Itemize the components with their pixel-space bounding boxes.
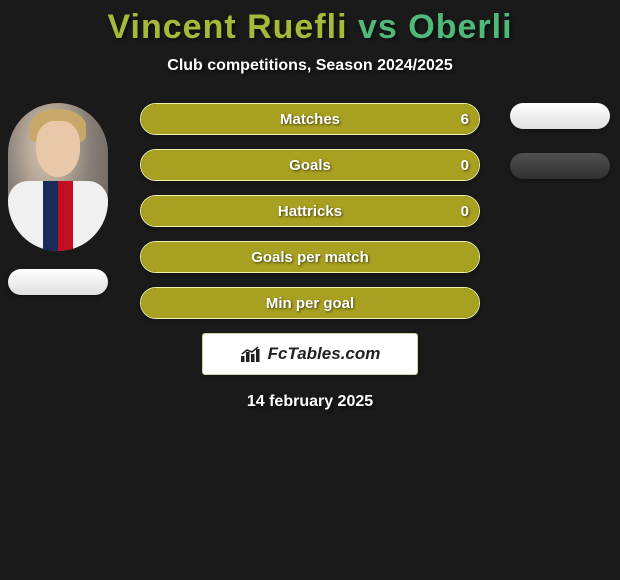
player1-badge xyxy=(8,269,108,295)
stat-bar-value-right: 6 xyxy=(461,104,469,134)
stat-bar-label: Hattricks xyxy=(141,196,479,226)
vs-text: vs xyxy=(348,8,409,46)
player2-badge-1 xyxy=(510,103,610,129)
comparison-content: Matches6Goals0Hattricks0Goals per matchM… xyxy=(0,103,620,411)
stat-bar-label: Goals per match xyxy=(141,242,479,272)
stat-bar: Goals per match xyxy=(140,241,480,273)
stat-bar-label: Min per goal xyxy=(141,288,479,318)
comparison-title: Vincent Ruefli vs Oberli xyxy=(0,0,620,47)
stat-bar: Goals0 xyxy=(140,149,480,181)
brand-chart-icon xyxy=(240,345,262,363)
stat-bar-label: Matches xyxy=(141,104,479,134)
stat-bar: Hattricks0 xyxy=(140,195,480,227)
stat-bar-value-right: 0 xyxy=(461,150,469,180)
stat-bar: Matches6 xyxy=(140,103,480,135)
stat-bars: Matches6Goals0Hattricks0Goals per matchM… xyxy=(140,103,480,319)
player2-column xyxy=(510,103,610,179)
subtitle: Club competitions, Season 2024/2025 xyxy=(0,57,620,75)
date-text: 14 february 2025 xyxy=(0,393,620,411)
stat-bar-value-right: 0 xyxy=(461,196,469,226)
stat-bar-label: Goals xyxy=(141,150,479,180)
brand-box[interactable]: FcTables.com xyxy=(202,333,418,375)
player1-name: Vincent Ruefli xyxy=(107,8,347,46)
player1-avatar xyxy=(8,103,108,251)
player2-name: Oberli xyxy=(408,8,512,46)
player1-column xyxy=(8,103,108,295)
player2-badge-2 xyxy=(510,153,610,179)
stat-bar: Min per goal xyxy=(140,287,480,319)
brand-text: FcTables.com xyxy=(268,344,381,364)
